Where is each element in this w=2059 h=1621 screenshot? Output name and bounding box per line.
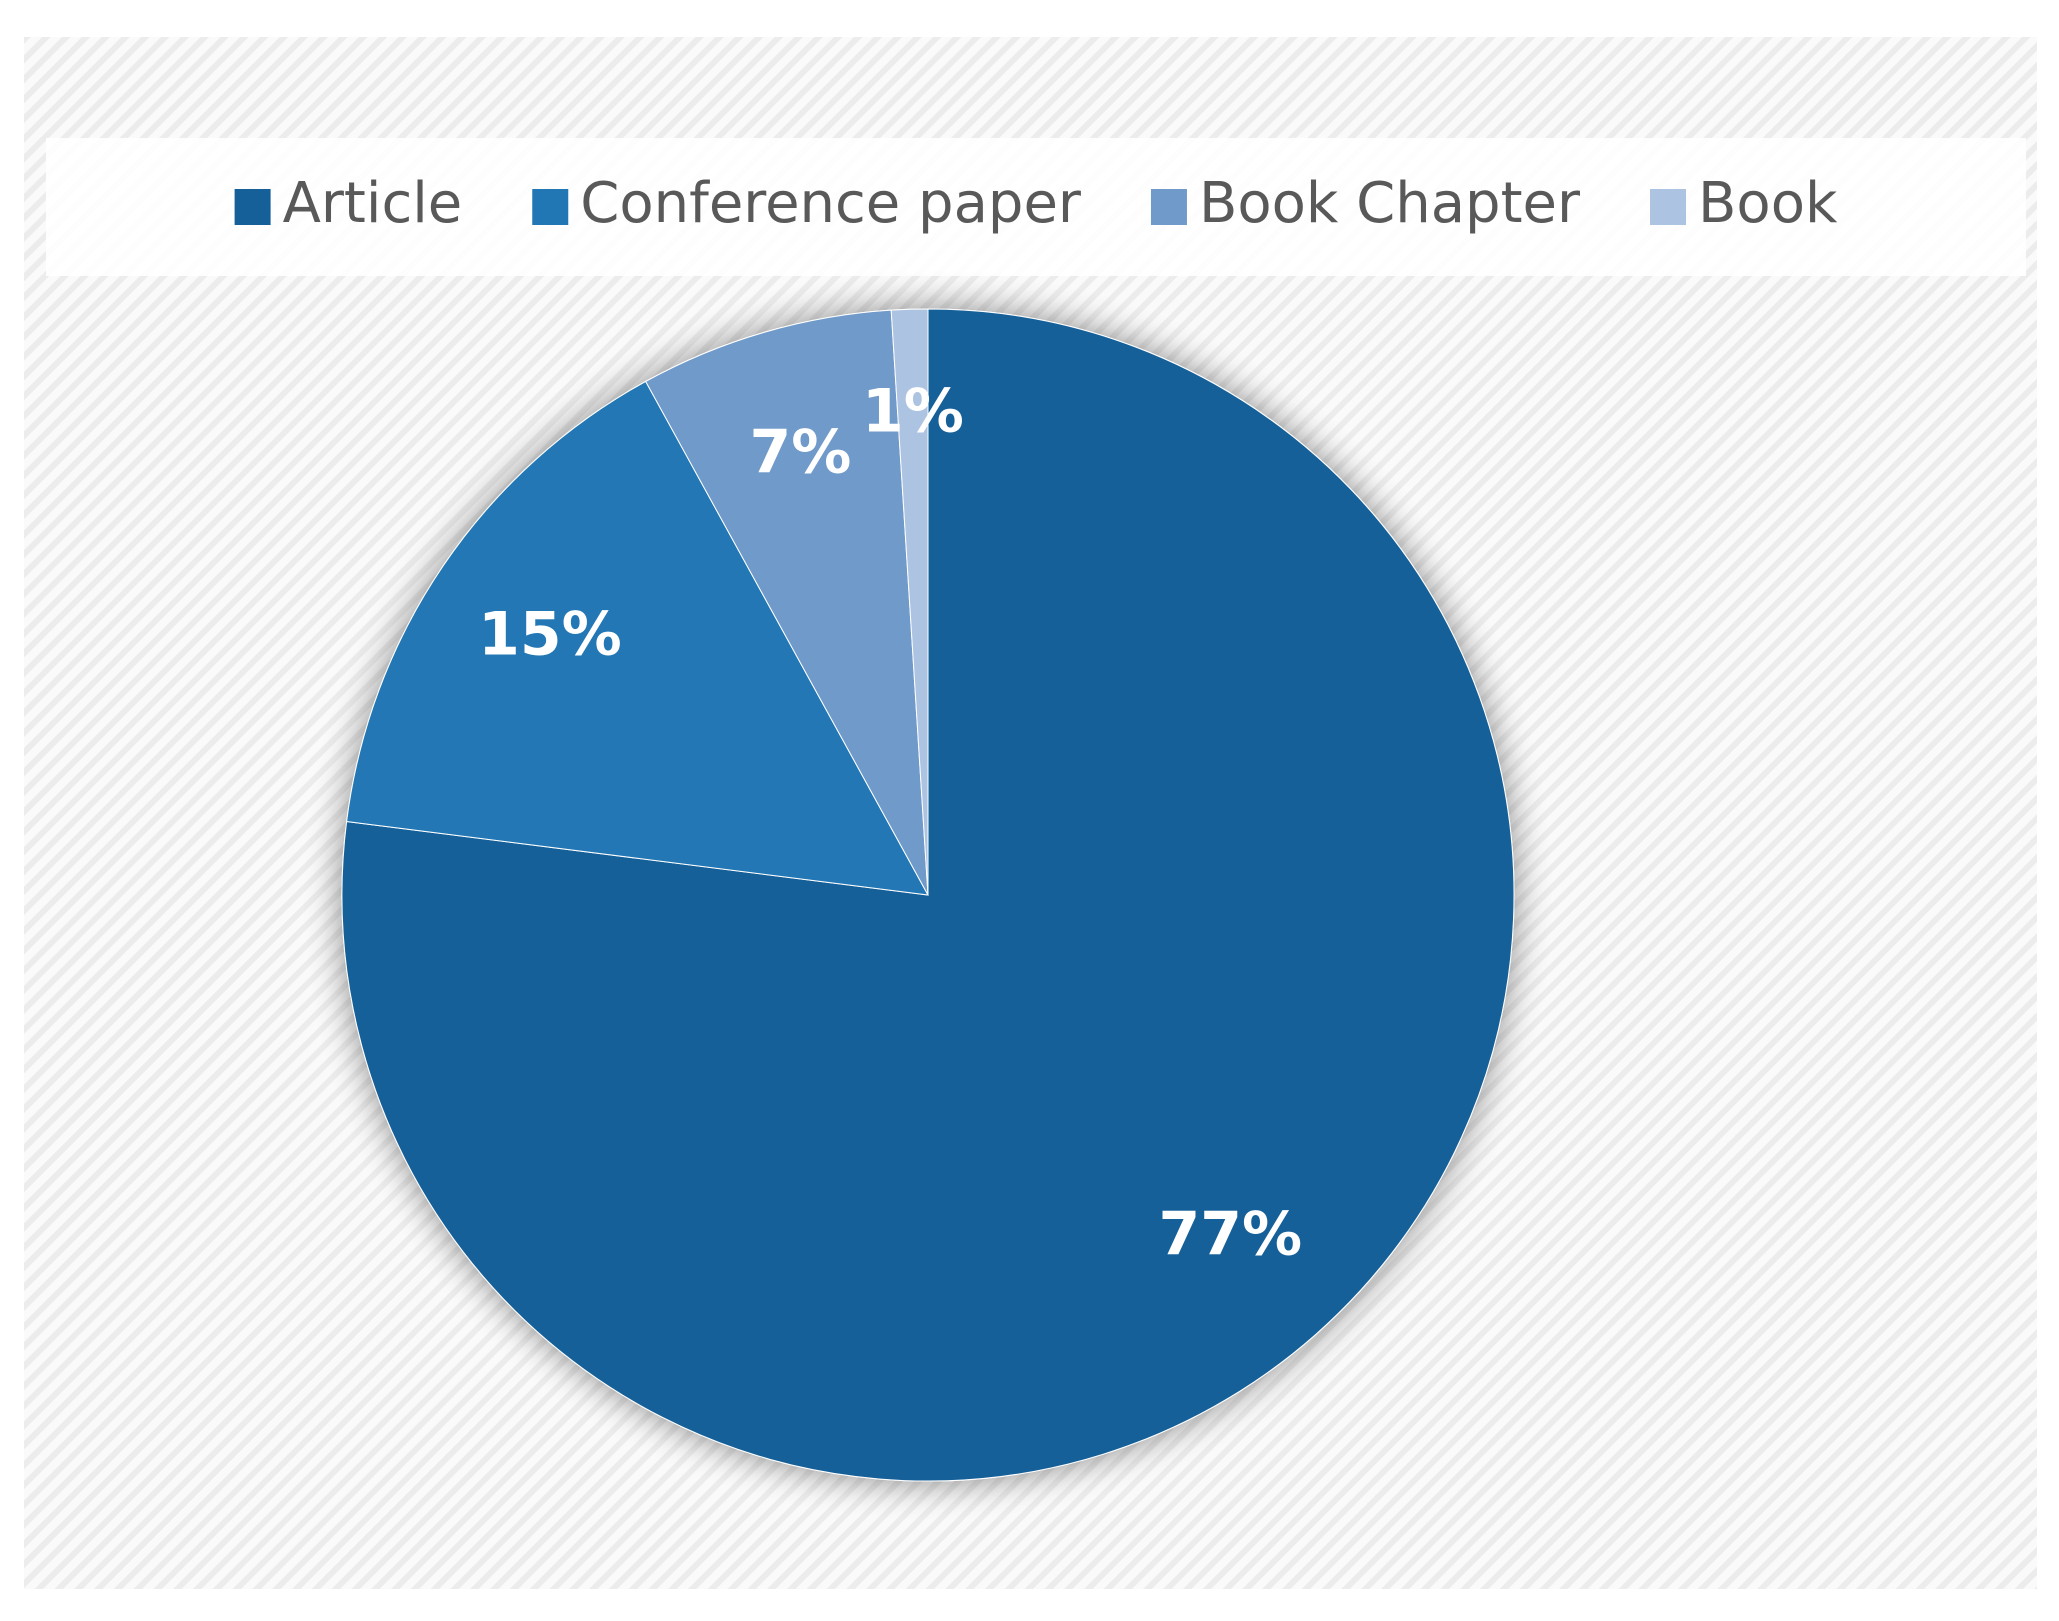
- legend-background: [46, 138, 2026, 276]
- data-label: 77%: [1158, 1199, 1302, 1269]
- legend-label: Book Chapter: [1199, 171, 1581, 236]
- legend-label: Article: [283, 171, 463, 236]
- legend-marker: [532, 189, 569, 225]
- legend-label: Conference paper: [580, 171, 1082, 236]
- data-label: 15%: [478, 600, 622, 670]
- pie-slice: [890, 308, 929, 896]
- legend-marker: [234, 189, 271, 225]
- legend-marker: [1650, 189, 1687, 225]
- legend-marker: [1150, 189, 1187, 225]
- pie-slice: [346, 380, 929, 896]
- legend-label: Book: [1698, 171, 1838, 236]
- pie: [341, 308, 1515, 1482]
- data-label: 7%: [750, 418, 852, 488]
- data-label: 1%: [862, 376, 964, 446]
- pie-slice: [645, 309, 929, 896]
